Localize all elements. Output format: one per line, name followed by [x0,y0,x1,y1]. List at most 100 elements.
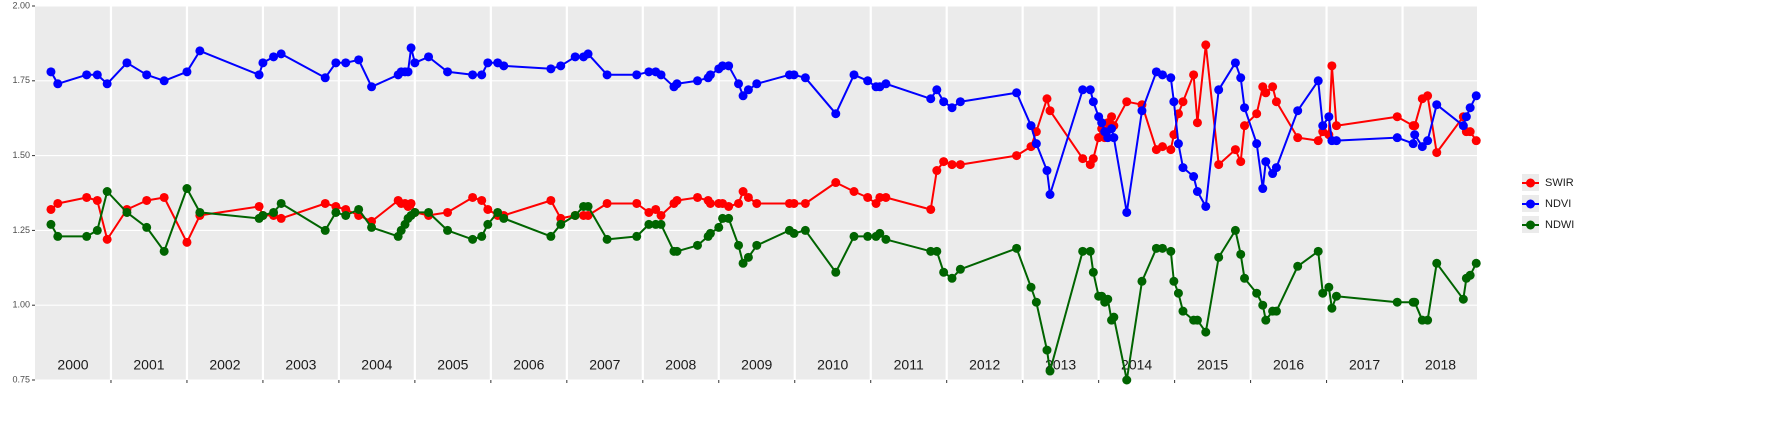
plot-panel [35,6,1477,380]
data-point [1432,258,1442,268]
data-point [320,225,330,235]
data-point [1471,258,1481,268]
data-point [258,58,268,68]
data-point [1201,201,1211,211]
data-point [182,184,192,194]
data-point [1078,154,1088,164]
data-point [1107,124,1117,134]
data-point [1392,297,1402,307]
data-point [644,207,654,217]
data-point [122,207,132,217]
data-point [849,231,859,241]
data-point [947,160,957,170]
data-point [1423,315,1433,325]
data-point [1097,118,1107,128]
data-point [53,198,63,208]
data-point [602,234,612,244]
data-point [1327,303,1337,313]
data-point [583,201,593,211]
data-point [583,49,593,59]
data-point [1258,300,1268,310]
data-point [1012,88,1022,98]
data-point [955,97,965,107]
data-point [1465,127,1475,137]
data-point [410,58,420,68]
data-point [1026,121,1036,131]
data-point [752,198,762,208]
data-point [692,76,702,86]
x-tick-label: 2008 [665,357,696,373]
data-point [1432,100,1442,110]
data-point [1137,106,1147,116]
data-point [254,70,264,80]
data-point [1045,366,1055,376]
data-point [195,207,205,217]
data-point [142,222,152,232]
data-point [92,70,102,80]
data-point [1214,252,1224,262]
data-point [1236,73,1246,83]
data-point [705,228,715,238]
data-point [556,219,566,229]
data-point [1410,121,1420,131]
data-point [1122,375,1132,385]
data-point [724,61,734,71]
data-point [477,231,487,241]
data-point [1088,97,1098,107]
x-tick-label: 2017 [1349,357,1380,373]
data-point [881,192,891,202]
data-point [1331,291,1341,301]
data-point [881,79,891,89]
data-point [651,204,661,214]
data-point [1107,112,1117,122]
data-point [1012,243,1022,253]
x-tick-label: 2004 [361,357,392,373]
data-point [53,79,63,89]
data-point [276,49,286,59]
data-point [1078,85,1088,95]
data-point [714,222,724,232]
data-point [738,258,748,268]
data-point [142,195,152,205]
legend-key-point [1526,199,1535,209]
y-tick-label: 2.00 [12,0,30,10]
data-point [1293,106,1303,116]
x-tick-label: 2001 [133,357,164,373]
data-point [1166,246,1176,256]
data-point [602,198,612,208]
data-point [122,58,132,68]
data-point [320,198,330,208]
data-point [1240,273,1250,283]
data-point [955,160,965,170]
data-point [800,198,810,208]
data-point [1122,207,1132,217]
data-point [1109,312,1119,322]
data-point [734,198,744,208]
data-point [672,246,682,256]
data-point [734,79,744,89]
data-point [1178,163,1188,173]
x-tick-label: 2012 [969,357,1000,373]
legend-label: NDVI [1545,198,1571,210]
data-point [354,204,364,214]
data-point [789,70,799,80]
data-point [1261,88,1271,98]
data-point [1331,136,1341,146]
legend-label: NDWI [1545,219,1574,231]
data-point [1271,306,1281,316]
data-point [1313,76,1323,86]
data-point [468,70,478,80]
data-point [875,228,885,238]
data-point [743,252,753,262]
data-point [406,198,416,208]
data-point [570,52,580,62]
data-point [92,195,102,205]
data-point [443,67,453,77]
data-point [546,64,556,74]
data-point [1410,297,1420,307]
data-point [738,91,748,101]
data-point [1392,133,1402,143]
y-tick-label: 1.25 [12,225,30,235]
data-point [849,187,859,197]
x-tick-label: 2016 [1273,357,1304,373]
